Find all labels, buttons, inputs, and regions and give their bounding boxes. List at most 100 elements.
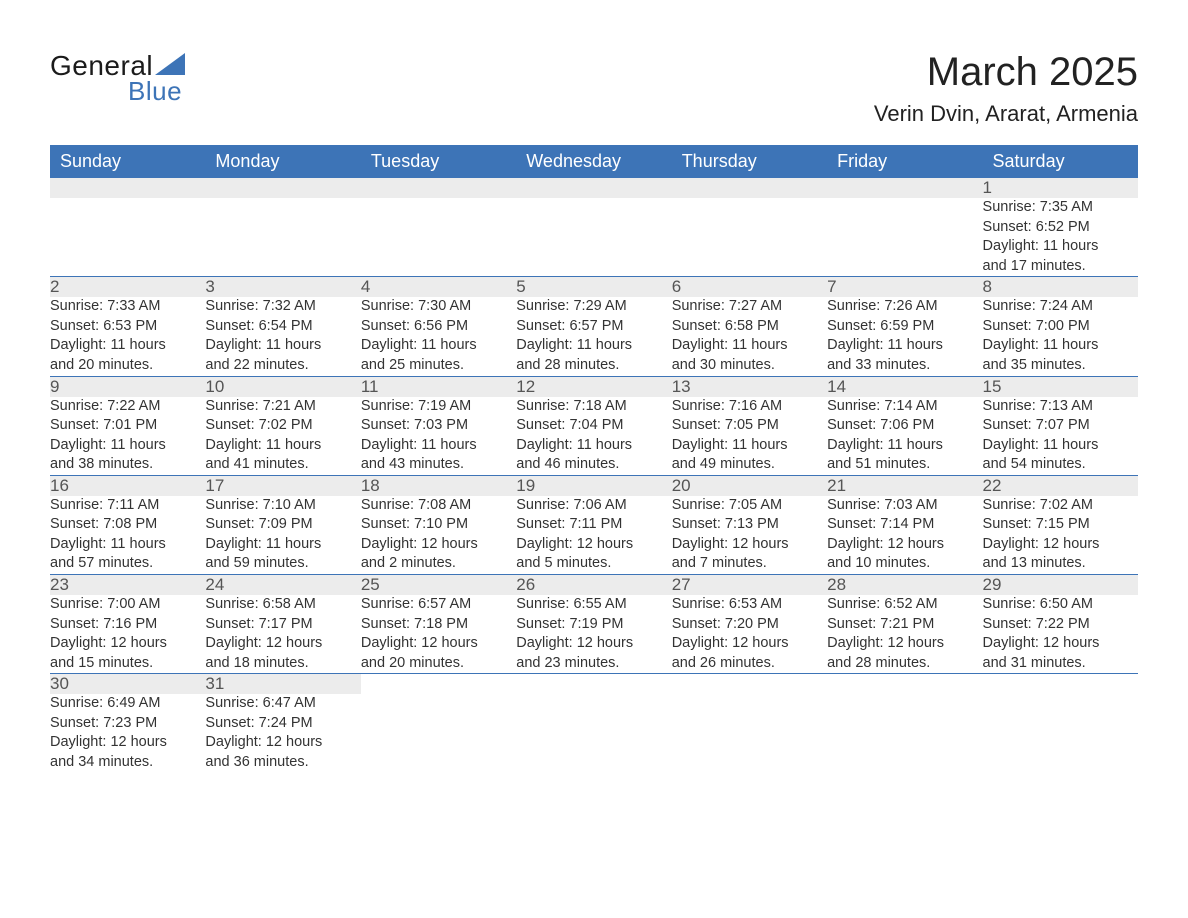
- day-number-cell: 6: [672, 277, 827, 298]
- sunset-line: Sunset: 6:56 PM: [361, 317, 516, 337]
- sunrise-line: Sunrise: 6:55 AM: [516, 595, 671, 615]
- day-detail-cell: [516, 198, 671, 277]
- day-detail-cell: Sunrise: 6:57 AMSunset: 7:18 PMDaylight:…: [361, 595, 516, 674]
- day-number-cell: 15: [983, 376, 1138, 397]
- sunrise-line: Sunrise: 7:27 AM: [672, 297, 827, 317]
- col-friday: Friday: [827, 145, 982, 178]
- day-number: 30: [50, 674, 69, 693]
- sunset-line: Sunset: 7:22 PM: [983, 615, 1138, 635]
- detail-row: Sunrise: 7:00 AMSunset: 7:16 PMDaylight:…: [50, 595, 1138, 674]
- daylight-line: Daylight: 12 hours: [50, 733, 205, 753]
- detail-row: Sunrise: 7:35 AMSunset: 6:52 PMDaylight:…: [50, 198, 1138, 277]
- day-detail-cell: Sunrise: 6:49 AMSunset: 7:23 PMDaylight:…: [50, 694, 205, 772]
- daylight-line: and 20 minutes.: [361, 654, 516, 674]
- sunset-line: Sunset: 6:54 PM: [205, 317, 360, 337]
- sunrise-line: Sunrise: 7:32 AM: [205, 297, 360, 317]
- sunset-line: Sunset: 7:11 PM: [516, 515, 671, 535]
- daylight-line: and 33 minutes.: [827, 356, 982, 376]
- daylight-line: Daylight: 12 hours: [361, 535, 516, 555]
- daynum-row: 9101112131415: [50, 376, 1138, 397]
- weekday-header-row: Sunday Monday Tuesday Wednesday Thursday…: [50, 145, 1138, 178]
- sunrise-line: Sunrise: 7:06 AM: [516, 496, 671, 516]
- day-number-cell: 24: [205, 575, 360, 596]
- daylight-line: Daylight: 11 hours: [361, 336, 516, 356]
- day-number-cell: [50, 178, 205, 198]
- daylight-line: Daylight: 12 hours: [827, 634, 982, 654]
- daylight-line: Daylight: 11 hours: [516, 336, 671, 356]
- day-detail-cell: [983, 694, 1138, 772]
- daylight-line: and 49 minutes.: [672, 455, 827, 475]
- sunset-line: Sunset: 7:19 PM: [516, 615, 671, 635]
- daynum-row: 2345678: [50, 277, 1138, 298]
- day-number-cell: 1: [983, 178, 1138, 198]
- day-number: 17: [205, 476, 224, 495]
- day-number: 23: [50, 575, 69, 594]
- day-detail-cell: [827, 694, 982, 772]
- daylight-line: Daylight: 11 hours: [50, 436, 205, 456]
- daylight-line: and 13 minutes.: [983, 554, 1138, 574]
- sunrise-line: Sunrise: 7:11 AM: [50, 496, 205, 516]
- daylight-line: and 5 minutes.: [516, 554, 671, 574]
- col-saturday: Saturday: [983, 145, 1138, 178]
- day-number-cell: [827, 178, 982, 198]
- day-number: 25: [361, 575, 380, 594]
- daynum-row: 23242526272829: [50, 575, 1138, 596]
- daylight-line: and 34 minutes.: [50, 753, 205, 773]
- day-number-cell: [361, 674, 516, 695]
- location-line: Verin Dvin, Ararat, Armenia: [874, 101, 1138, 127]
- sunrise-line: Sunrise: 7:24 AM: [983, 297, 1138, 317]
- sunrise-line: Sunrise: 6:57 AM: [361, 595, 516, 615]
- day-detail-cell: Sunrise: 7:30 AMSunset: 6:56 PMDaylight:…: [361, 297, 516, 376]
- daylight-line: and 59 minutes.: [205, 554, 360, 574]
- daylight-line: Daylight: 11 hours: [983, 336, 1138, 356]
- daylight-line: Daylight: 11 hours: [827, 436, 982, 456]
- daylight-line: and 41 minutes.: [205, 455, 360, 475]
- day-number-cell: 5: [516, 277, 671, 298]
- calendar-table: Sunday Monday Tuesday Wednesday Thursday…: [50, 145, 1138, 773]
- daylight-line: Daylight: 12 hours: [983, 634, 1138, 654]
- day-detail-cell: Sunrise: 7:02 AMSunset: 7:15 PMDaylight:…: [983, 496, 1138, 575]
- day-detail-cell: Sunrise: 6:50 AMSunset: 7:22 PMDaylight:…: [983, 595, 1138, 674]
- header-bar: General Blue March 2025 Verin Dvin, Arar…: [50, 50, 1138, 127]
- day-detail-cell: Sunrise: 7:22 AMSunset: 7:01 PMDaylight:…: [50, 397, 205, 476]
- day-number-cell: 3: [205, 277, 360, 298]
- day-number-cell: 21: [827, 475, 982, 496]
- detail-row: Sunrise: 7:11 AMSunset: 7:08 PM Daylight:…: [50, 496, 1138, 575]
- day-number-cell: [672, 178, 827, 198]
- sunrise-line: Sunrise: 7:29 AM: [516, 297, 671, 317]
- day-number-cell: 4: [361, 277, 516, 298]
- sunrise-line: Sunrise: 6:58 AM: [205, 595, 360, 615]
- day-number: 27: [672, 575, 691, 594]
- daylight-line: and 28 minutes.: [827, 654, 982, 674]
- day-detail-cell: Sunrise: 7:29 AMSunset: 6:57 PMDaylight:…: [516, 297, 671, 376]
- daylight-line: and 36 minutes.: [205, 753, 360, 773]
- daylight-line: and 28 minutes.: [516, 356, 671, 376]
- day-detail-cell: Sunrise: 7:05 AMSunset: 7:13 PMDaylight:…: [672, 496, 827, 575]
- month-title: March 2025: [874, 50, 1138, 95]
- day-detail-cell: Sunrise: 6:58 AMSunset: 7:17 PMDaylight:…: [205, 595, 360, 674]
- daylight-line: and 10 minutes.: [827, 554, 982, 574]
- day-number: 20: [672, 476, 691, 495]
- day-detail-cell: Sunrise: 7:21 AMSunset: 7:02 PMDaylight:…: [205, 397, 360, 476]
- day-number: 2: [50, 277, 59, 296]
- day-number: 31: [205, 674, 224, 693]
- daylight-line: and 38 minutes.: [50, 455, 205, 475]
- daylight-line: and 22 minutes.: [205, 356, 360, 376]
- daylight-line: Daylight: 12 hours: [50, 634, 205, 654]
- day-number: 24: [205, 575, 224, 594]
- daylight-line: Daylight: 12 hours: [205, 733, 360, 753]
- sunrise-line: Sunrise: 7:16 AM: [672, 397, 827, 417]
- daylight-line: and 43 minutes.: [361, 455, 516, 475]
- sunrise-line: Sunrise: 7:13 AM: [983, 397, 1138, 417]
- sunrise-line: Sunrise: 7:22 AM: [50, 397, 205, 417]
- daylight-line: and 51 minutes.: [827, 455, 982, 475]
- day-number-cell: 2: [50, 277, 205, 298]
- detail-row: Sunrise: 6:49 AMSunset: 7:23 PMDaylight:…: [50, 694, 1138, 772]
- day-detail-cell: [205, 198, 360, 277]
- sunrise-line: Sunrise: 7:35 AM: [983, 198, 1138, 218]
- sunset-line: Sunset: 7:16 PM: [50, 615, 205, 635]
- day-number: 14: [827, 377, 846, 396]
- sunset-line: Sunset: 7:08 PM: [50, 515, 205, 535]
- day-detail-cell: [827, 198, 982, 277]
- day-detail-cell: Sunrise: 7:24 AMSunset: 7:00 PMDaylight:…: [983, 297, 1138, 376]
